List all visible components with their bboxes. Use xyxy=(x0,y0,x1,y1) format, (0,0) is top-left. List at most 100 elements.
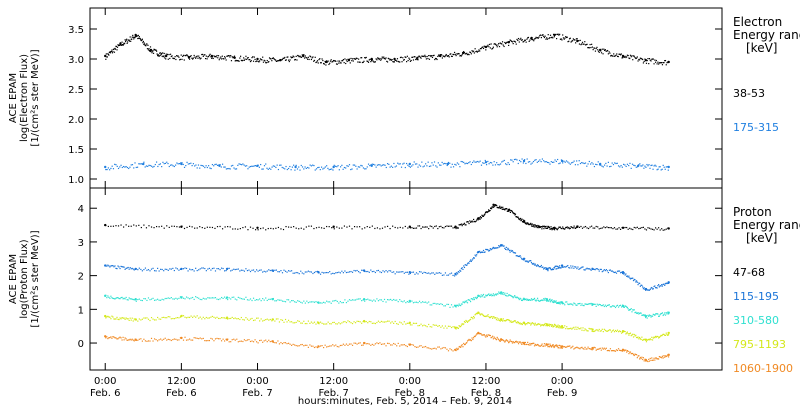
data-point xyxy=(566,346,568,348)
data-point xyxy=(242,59,244,62)
data-point xyxy=(155,270,157,272)
data-point xyxy=(552,301,555,304)
data-point xyxy=(145,227,148,229)
data-point xyxy=(660,312,662,315)
data-point xyxy=(294,58,297,61)
data-point xyxy=(549,37,551,39)
data-point xyxy=(621,271,625,274)
data-point xyxy=(646,163,648,166)
data-point xyxy=(654,287,657,289)
data-point xyxy=(228,167,230,170)
data-point xyxy=(517,255,520,258)
data-point xyxy=(252,60,255,62)
data-point xyxy=(541,34,543,37)
data-point xyxy=(650,359,652,362)
data-point xyxy=(454,53,456,55)
data-point xyxy=(365,343,367,345)
data-point xyxy=(110,265,112,267)
data-point xyxy=(386,225,389,227)
data-point xyxy=(345,321,348,324)
data-point xyxy=(597,304,599,306)
data-point xyxy=(303,57,306,59)
data-point xyxy=(303,53,305,56)
data-point xyxy=(406,162,408,165)
data-point xyxy=(501,244,504,246)
data-point xyxy=(420,302,422,304)
data-point xyxy=(478,332,480,335)
data-point xyxy=(187,163,189,165)
data-point xyxy=(252,56,254,58)
data-point xyxy=(399,271,401,273)
data-point xyxy=(293,226,295,228)
data-point xyxy=(421,325,424,327)
data-point xyxy=(173,338,175,340)
data-point xyxy=(294,344,296,346)
data-point xyxy=(560,159,563,161)
data-point xyxy=(653,285,655,288)
data-point xyxy=(626,351,628,353)
data-point xyxy=(351,168,353,170)
data-point xyxy=(466,320,468,323)
data-point xyxy=(204,340,206,342)
data-point xyxy=(202,316,204,318)
data-point xyxy=(295,344,297,347)
data-point xyxy=(527,222,529,224)
data-point xyxy=(205,298,207,300)
data-point xyxy=(374,61,376,63)
data-point xyxy=(458,53,460,55)
data-point xyxy=(520,299,523,302)
data-point xyxy=(353,269,355,272)
data-point xyxy=(184,298,186,300)
data-point xyxy=(257,229,259,231)
data-point xyxy=(433,54,435,56)
data-point xyxy=(524,324,526,326)
data-point xyxy=(475,334,477,336)
data-point xyxy=(632,333,634,335)
data-point xyxy=(537,37,539,39)
data-point xyxy=(334,60,336,62)
data-point xyxy=(114,163,116,165)
data-point xyxy=(173,269,175,272)
data-point xyxy=(446,327,448,329)
data-point xyxy=(546,37,548,39)
data-point xyxy=(348,321,351,323)
data-point xyxy=(423,271,425,273)
data-point xyxy=(587,163,589,165)
data-point xyxy=(305,167,307,170)
data-point xyxy=(426,326,428,328)
data-point xyxy=(540,37,542,39)
data-point xyxy=(602,53,604,55)
data-point xyxy=(523,321,525,323)
data-point xyxy=(228,341,230,343)
data-point xyxy=(661,168,663,170)
data-point xyxy=(598,270,600,272)
data-point xyxy=(332,59,335,62)
data-point xyxy=(312,164,314,166)
data-point xyxy=(460,223,462,226)
data-point xyxy=(265,271,267,273)
data-point xyxy=(374,271,376,274)
data-point xyxy=(208,267,210,270)
data-point xyxy=(374,300,376,302)
data-point xyxy=(462,346,464,348)
data-point xyxy=(621,304,624,306)
data-point xyxy=(618,330,621,332)
data-point xyxy=(107,53,109,56)
data-point xyxy=(516,38,518,41)
data-point xyxy=(465,53,467,55)
data-point xyxy=(229,168,231,170)
data-point xyxy=(140,226,142,229)
data-point xyxy=(382,57,384,59)
data-point xyxy=(342,301,344,304)
data-point xyxy=(507,162,509,164)
data-point xyxy=(569,37,571,39)
data-point xyxy=(520,39,523,41)
data-point xyxy=(501,161,503,163)
data-point xyxy=(456,271,458,274)
data-point xyxy=(405,56,407,59)
data-point xyxy=(440,348,442,350)
data-point xyxy=(309,301,311,303)
data-point xyxy=(130,225,132,227)
data-point xyxy=(377,269,380,272)
data-point xyxy=(488,334,490,336)
